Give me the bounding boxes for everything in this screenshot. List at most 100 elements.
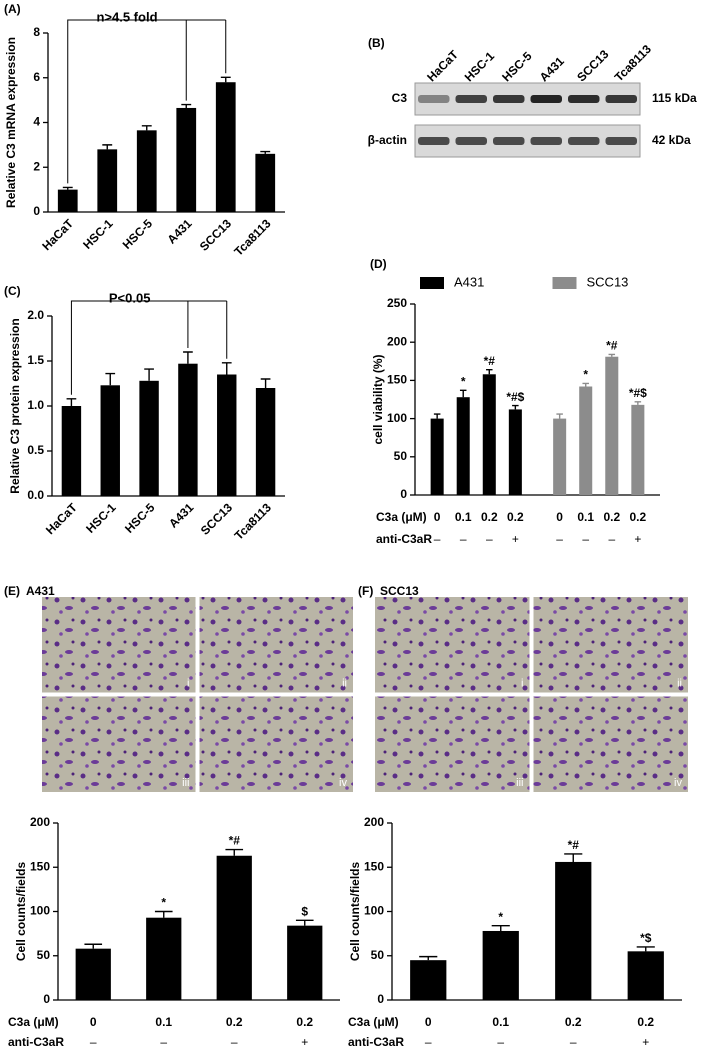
band-size: 42 kDa <box>652 133 691 147</box>
x-tick-label: 0.1 <box>492 1015 509 1029</box>
annotation: P<0.05 <box>109 290 151 305</box>
y-tick-label: 200 <box>387 334 407 348</box>
lane-label: HaCaT <box>424 47 461 84</box>
panel-label: (E) <box>4 584 20 598</box>
bracket <box>67 19 227 184</box>
x-tick-label: 0.1 <box>577 510 594 524</box>
y-tick-label: 100 <box>364 904 384 918</box>
row-label: anti-C3aR <box>348 1035 404 1048</box>
x-tick-label: 0 <box>434 510 441 524</box>
x-tick-label: 0.1 <box>455 510 472 524</box>
y-axis-label: Relative C3 protein expression <box>8 318 22 493</box>
x-tick-label: SCC13 <box>197 216 234 253</box>
treatment-label: – <box>90 1035 97 1048</box>
band-size: 115 kDa <box>652 91 697 105</box>
x-tick-label: HSC-1 <box>83 500 119 536</box>
micrograph-label: ii <box>342 677 347 689</box>
bar <box>508 409 522 495</box>
x-tick-label: HSC-1 <box>80 216 116 252</box>
lane-label: Tca8113 <box>612 42 655 85</box>
bar <box>553 418 567 495</box>
significance-marker: *# <box>229 834 241 848</box>
y-tick-label: 50 <box>394 449 408 463</box>
micrograph <box>42 597 196 693</box>
lane-label: HSC-5 <box>499 49 535 85</box>
error-bar <box>102 144 113 150</box>
band <box>493 137 525 145</box>
micrograph-title: SCC13 <box>380 584 419 598</box>
bar <box>217 374 237 496</box>
x-tick-label: HaCaT <box>39 216 76 253</box>
y-tick-label: 150 <box>364 859 384 873</box>
x-tick-label: 0.2 <box>603 510 620 524</box>
bar <box>410 960 447 1000</box>
y-tick-label: 150 <box>30 859 50 873</box>
bar <box>482 374 496 495</box>
bar <box>100 385 120 496</box>
treatment-label: – <box>608 532 615 546</box>
x-tick-label: 0 <box>90 1015 97 1029</box>
bar <box>136 130 157 212</box>
bar <box>176 107 197 212</box>
x-tick-label: 0 <box>556 510 563 524</box>
significance-marker: $ <box>301 905 308 919</box>
treatment-label: + <box>642 1035 649 1048</box>
treatment-label: + <box>634 532 641 546</box>
bar <box>482 930 519 1000</box>
micrograph-label: iv <box>674 777 682 789</box>
x-tick-label: 0.2 <box>507 510 524 524</box>
y-axis-label: Cell counts/fields <box>348 862 362 962</box>
y-tick-label: 2 <box>33 159 40 173</box>
significance-marker: *# <box>484 354 496 368</box>
x-tick-label: Tca8113 <box>232 500 275 543</box>
error-bar <box>221 362 232 375</box>
row-name: C3 <box>392 91 408 105</box>
error-bar <box>220 76 231 83</box>
significance-marker: * <box>461 375 466 389</box>
y-tick-label: 8 <box>33 25 40 39</box>
significance-marker: *# <box>606 339 618 353</box>
micrograph-title: A431 <box>26 584 55 598</box>
treatment-label: – <box>582 532 589 546</box>
bar <box>57 189 78 212</box>
panel-label: (B) <box>368 36 385 50</box>
significance-marker: * <box>161 896 166 910</box>
band <box>530 137 562 145</box>
x-tick-label: 0.1 <box>155 1015 172 1029</box>
treatment-label: – <box>460 532 467 546</box>
x-tick-label: 0 <box>425 1015 432 1029</box>
annotation: n>4.5 fold <box>96 9 157 24</box>
error-bar <box>459 389 467 398</box>
bar <box>605 356 619 495</box>
y-tick-label: 150 <box>387 373 407 387</box>
significance-marker: * <box>583 368 588 382</box>
y-axis-label: Cell counts/fields <box>14 862 28 962</box>
row-label: C3a (μM) <box>348 1015 399 1029</box>
error-bar <box>491 924 510 931</box>
bar <box>75 948 111 1000</box>
error-bar <box>636 946 655 952</box>
micrograph-label: ii <box>677 677 682 689</box>
panel-label: (C) <box>4 284 21 298</box>
error-bar <box>608 353 616 357</box>
lane-label: HSC-1 <box>462 49 498 85</box>
error-bar <box>564 853 583 862</box>
x-tick-label: HSC-5 <box>122 500 158 536</box>
row-name: β-actin <box>368 133 407 147</box>
lane-label: A431 <box>537 54 567 84</box>
bar <box>178 363 198 496</box>
x-tick-label: Tca8113 <box>231 216 274 259</box>
error-bar <box>105 372 116 386</box>
y-tick-label: 0 <box>400 487 407 501</box>
bar <box>61 406 82 496</box>
y-axis-label: Relative C3 mRNA expression <box>4 37 18 208</box>
x-tick-label: 0.2 <box>565 1015 582 1029</box>
y-tick-label: 100 <box>30 904 50 918</box>
bar <box>627 951 664 1000</box>
error-bar <box>419 955 438 961</box>
error-bar <box>512 404 519 410</box>
y-tick-label: 2.0 <box>27 308 44 322</box>
error-bar <box>144 368 154 381</box>
bar <box>631 404 645 495</box>
